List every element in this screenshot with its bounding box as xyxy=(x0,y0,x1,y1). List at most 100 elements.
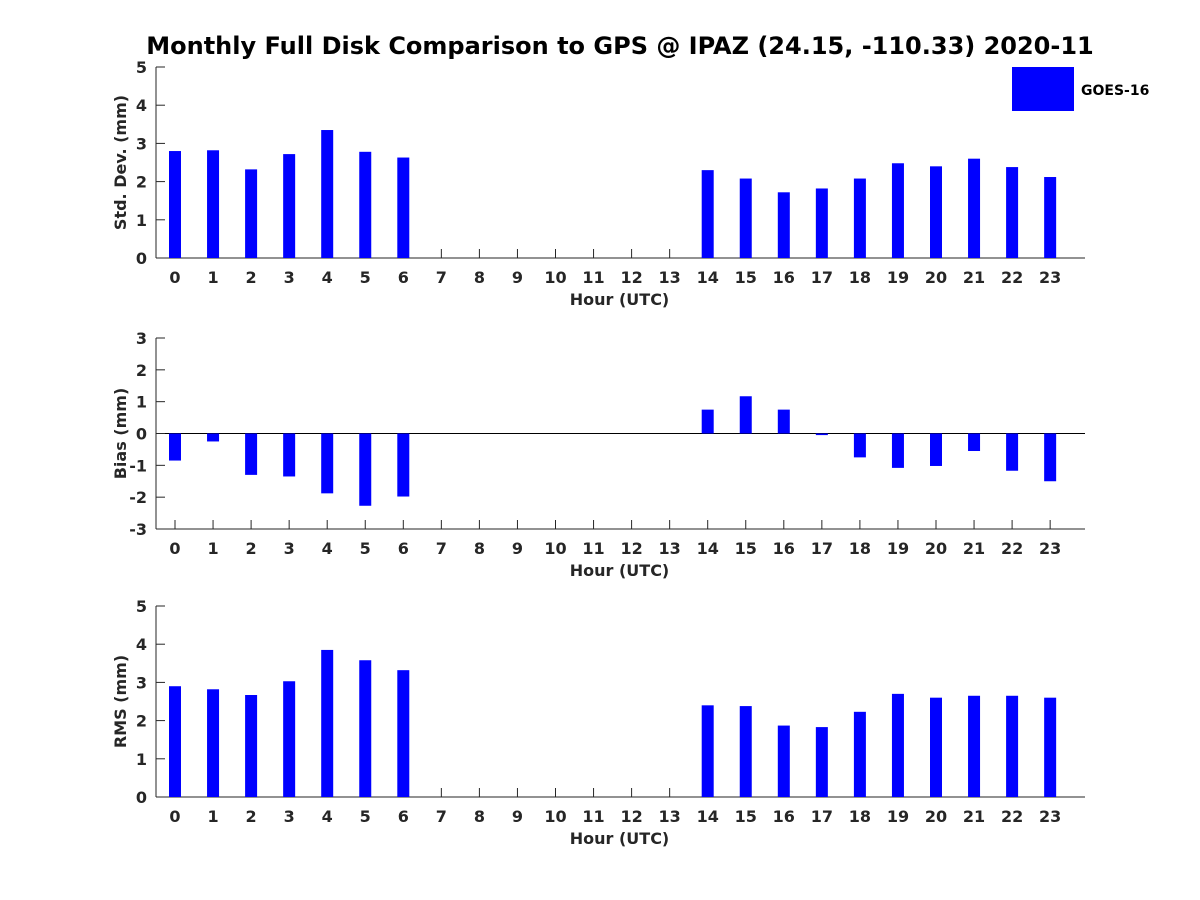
x-tick-label: 4 xyxy=(322,539,333,558)
y-tick-label: 5 xyxy=(136,58,147,77)
y-tick-label: 5 xyxy=(136,597,147,616)
x-tick-label: 3 xyxy=(284,539,295,558)
y-axis-label: Std. Dev. (mm) xyxy=(111,95,130,230)
bar-bias-hour-23 xyxy=(1044,433,1057,482)
bar-rms-hour-0 xyxy=(169,686,181,797)
y-tick-label: 0 xyxy=(136,425,147,444)
x-tick-label: 13 xyxy=(659,268,681,287)
x-tick-label: 23 xyxy=(1039,268,1061,287)
x-tick-label: 16 xyxy=(773,807,795,826)
x-tick-label: 17 xyxy=(811,268,833,287)
x-tick-label: 17 xyxy=(811,807,833,826)
x-tick-label: 11 xyxy=(582,268,604,287)
x-tick-label: 4 xyxy=(322,807,333,826)
y-tick-label: -2 xyxy=(129,488,147,507)
x-tick-label: 19 xyxy=(887,807,909,826)
x-tick-label: 5 xyxy=(360,807,371,826)
x-tick-label: 1 xyxy=(207,807,218,826)
x-axis-label: Hour (UTC) xyxy=(570,829,670,848)
bar-rms-hour-2 xyxy=(245,695,258,797)
bar-rms-hour-18 xyxy=(853,711,866,797)
bar-bias-hour-15 xyxy=(739,396,752,434)
x-tick-label: 0 xyxy=(169,268,180,287)
x-tick-label: 20 xyxy=(925,268,947,287)
y-tick-label: 0 xyxy=(136,788,147,807)
x-tick-label: 6 xyxy=(398,539,409,558)
bar-rms-hour-16 xyxy=(777,725,790,797)
bar-rms-hour-23 xyxy=(1044,697,1057,797)
bar-std-hour-23 xyxy=(1044,177,1057,258)
y-axis-label: Bias (mm) xyxy=(111,388,130,480)
bar-bias-hour-17 xyxy=(815,433,828,436)
x-tick-label: 18 xyxy=(849,539,871,558)
bar-rms-hour-14 xyxy=(701,705,714,797)
bar-bias-hour-5 xyxy=(359,433,372,506)
x-tick-label: 7 xyxy=(436,807,447,826)
x-tick-label: 0 xyxy=(169,539,180,558)
bar-bias-hour-22 xyxy=(1006,433,1019,471)
bar-bias-hour-16 xyxy=(777,409,790,434)
x-tick-label: 9 xyxy=(512,539,523,558)
y-tick-label: 2 xyxy=(136,361,147,380)
x-tick-label: 8 xyxy=(474,807,485,826)
x-tick-label: 5 xyxy=(360,268,371,287)
x-tick-label: 13 xyxy=(659,807,681,826)
bar-rms-hour-5 xyxy=(359,660,372,797)
x-tick-label: 15 xyxy=(735,807,757,826)
bar-std-hour-17 xyxy=(815,188,828,258)
x-tick-label: 15 xyxy=(735,539,757,558)
legend: GOES-16 xyxy=(1012,67,1149,111)
x-tick-label: 16 xyxy=(773,539,795,558)
y-tick-label: -3 xyxy=(129,520,147,539)
x-axis-label: Hour (UTC) xyxy=(570,561,670,580)
x-tick-label: 18 xyxy=(849,807,871,826)
y-tick-label: 0 xyxy=(136,249,147,268)
bar-bias-hour-3 xyxy=(283,433,296,477)
x-tick-label: 12 xyxy=(620,807,642,826)
x-tick-label: 23 xyxy=(1039,807,1061,826)
y-tick-label: 1 xyxy=(136,393,147,412)
bar-std-hour-6 xyxy=(397,157,410,258)
x-tick-label: 22 xyxy=(1001,539,1023,558)
x-tick-label: 13 xyxy=(659,539,681,558)
bar-std-hour-19 xyxy=(891,163,904,258)
chart-title: Monthly Full Disk Comparison to GPS @ IP… xyxy=(146,32,1094,60)
bar-bias-hour-1 xyxy=(207,433,220,442)
x-tick-label: 1 xyxy=(207,268,218,287)
x-tick-label: 14 xyxy=(697,268,719,287)
y-tick-label: 1 xyxy=(136,211,147,230)
x-tick-label: 2 xyxy=(246,539,257,558)
bar-std-hour-18 xyxy=(853,178,866,258)
bar-rms-hour-22 xyxy=(1006,695,1019,797)
y-tick-label: 2 xyxy=(136,173,147,192)
bar-rms-hour-15 xyxy=(739,706,752,797)
bar-rms-hour-4 xyxy=(321,649,334,797)
bar-rms-hour-21 xyxy=(968,695,981,797)
x-tick-label: 2 xyxy=(246,807,257,826)
x-tick-label: 10 xyxy=(544,539,566,558)
bar-rms-hour-6 xyxy=(397,670,410,797)
bar-std-hour-3 xyxy=(283,154,296,258)
legend-swatch xyxy=(1012,67,1074,111)
y-tick-label: 3 xyxy=(136,329,147,348)
x-tick-label: 18 xyxy=(849,268,871,287)
x-tick-label: 22 xyxy=(1001,807,1023,826)
x-tick-label: 7 xyxy=(436,268,447,287)
bar-bias-hour-18 xyxy=(853,433,866,458)
x-tick-label: 8 xyxy=(474,539,485,558)
bar-rms-hour-17 xyxy=(815,727,828,797)
bar-bias-hour-19 xyxy=(891,433,904,468)
bar-std-hour-16 xyxy=(777,192,790,258)
x-tick-label: 12 xyxy=(620,539,642,558)
bar-bias-hour-4 xyxy=(321,433,334,494)
x-tick-label: 9 xyxy=(512,268,523,287)
y-tick-label: 4 xyxy=(136,635,147,654)
x-tick-label: 3 xyxy=(284,807,295,826)
bar-std-hour-20 xyxy=(930,166,942,258)
bar-std-hour-4 xyxy=(321,130,334,258)
bar-bias-hour-14 xyxy=(701,409,714,434)
legend-label: GOES-16 xyxy=(1081,83,1149,99)
